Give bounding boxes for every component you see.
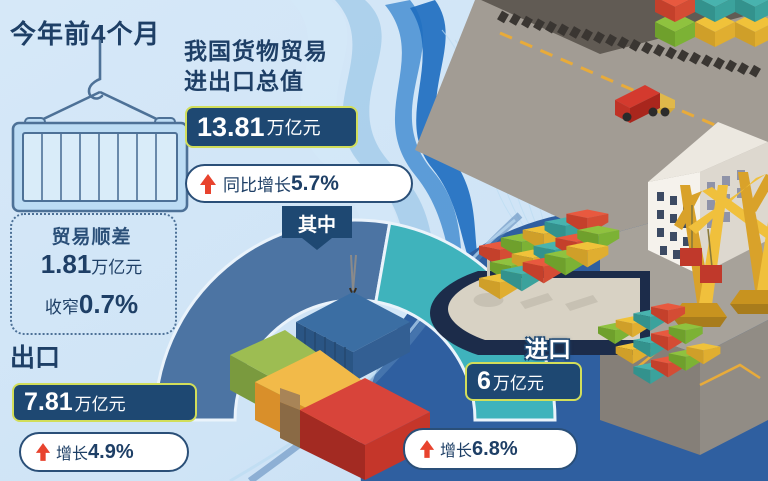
svg-text:其中: 其中 [298,213,336,236]
